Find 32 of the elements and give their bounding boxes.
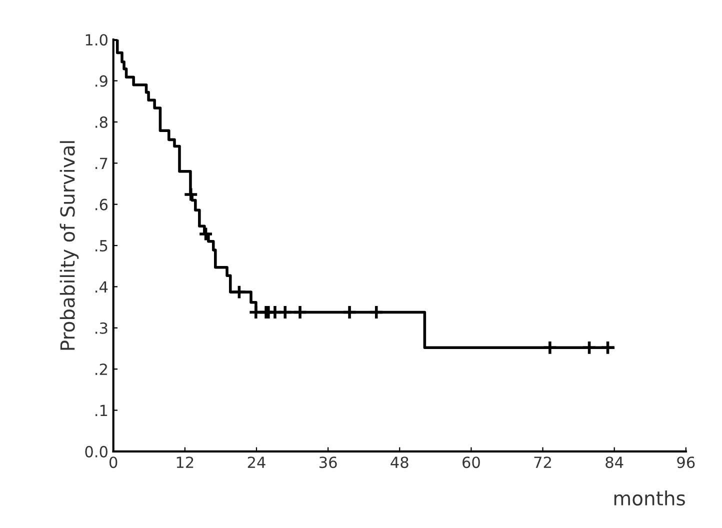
y-tick-label: .7 xyxy=(96,158,108,169)
y-axis-title: Probability of Survival xyxy=(60,141,79,350)
y-tick-label: .2 xyxy=(96,364,107,375)
y-tick-label: .9 xyxy=(96,75,108,87)
x-tick-label: 0 xyxy=(110,456,118,468)
y-tick-label: 1.0 xyxy=(86,34,108,46)
point xyxy=(542,340,558,356)
x-tick-label: 36 xyxy=(320,456,337,468)
y-tick-label: .3 xyxy=(96,322,108,334)
point xyxy=(198,226,214,242)
y-tick-label: .8 xyxy=(96,116,108,128)
point xyxy=(342,304,358,320)
x-tick-label: 84 xyxy=(606,456,624,468)
point xyxy=(278,304,293,320)
y-tick-label: 0.0 xyxy=(85,446,108,458)
point xyxy=(183,186,198,202)
point xyxy=(582,340,597,356)
x-tick-label: 96 xyxy=(677,456,695,468)
x-tick-label: 24 xyxy=(248,456,266,468)
x-tick-label: 60 xyxy=(462,456,480,468)
y-tick-label: .6 xyxy=(96,198,108,210)
x-tick-label: 72 xyxy=(534,456,551,468)
point xyxy=(232,284,247,300)
point xyxy=(368,304,384,320)
x-axis-title: months xyxy=(614,490,685,506)
y-tick-label: .5 xyxy=(96,240,108,252)
point xyxy=(292,304,308,320)
y-tick-label: .1 xyxy=(96,404,108,416)
x-tick-label: 48 xyxy=(390,456,408,468)
y-tick-label: .4 xyxy=(96,281,108,293)
point xyxy=(600,340,616,356)
x-tick-label: 12 xyxy=(176,456,194,468)
